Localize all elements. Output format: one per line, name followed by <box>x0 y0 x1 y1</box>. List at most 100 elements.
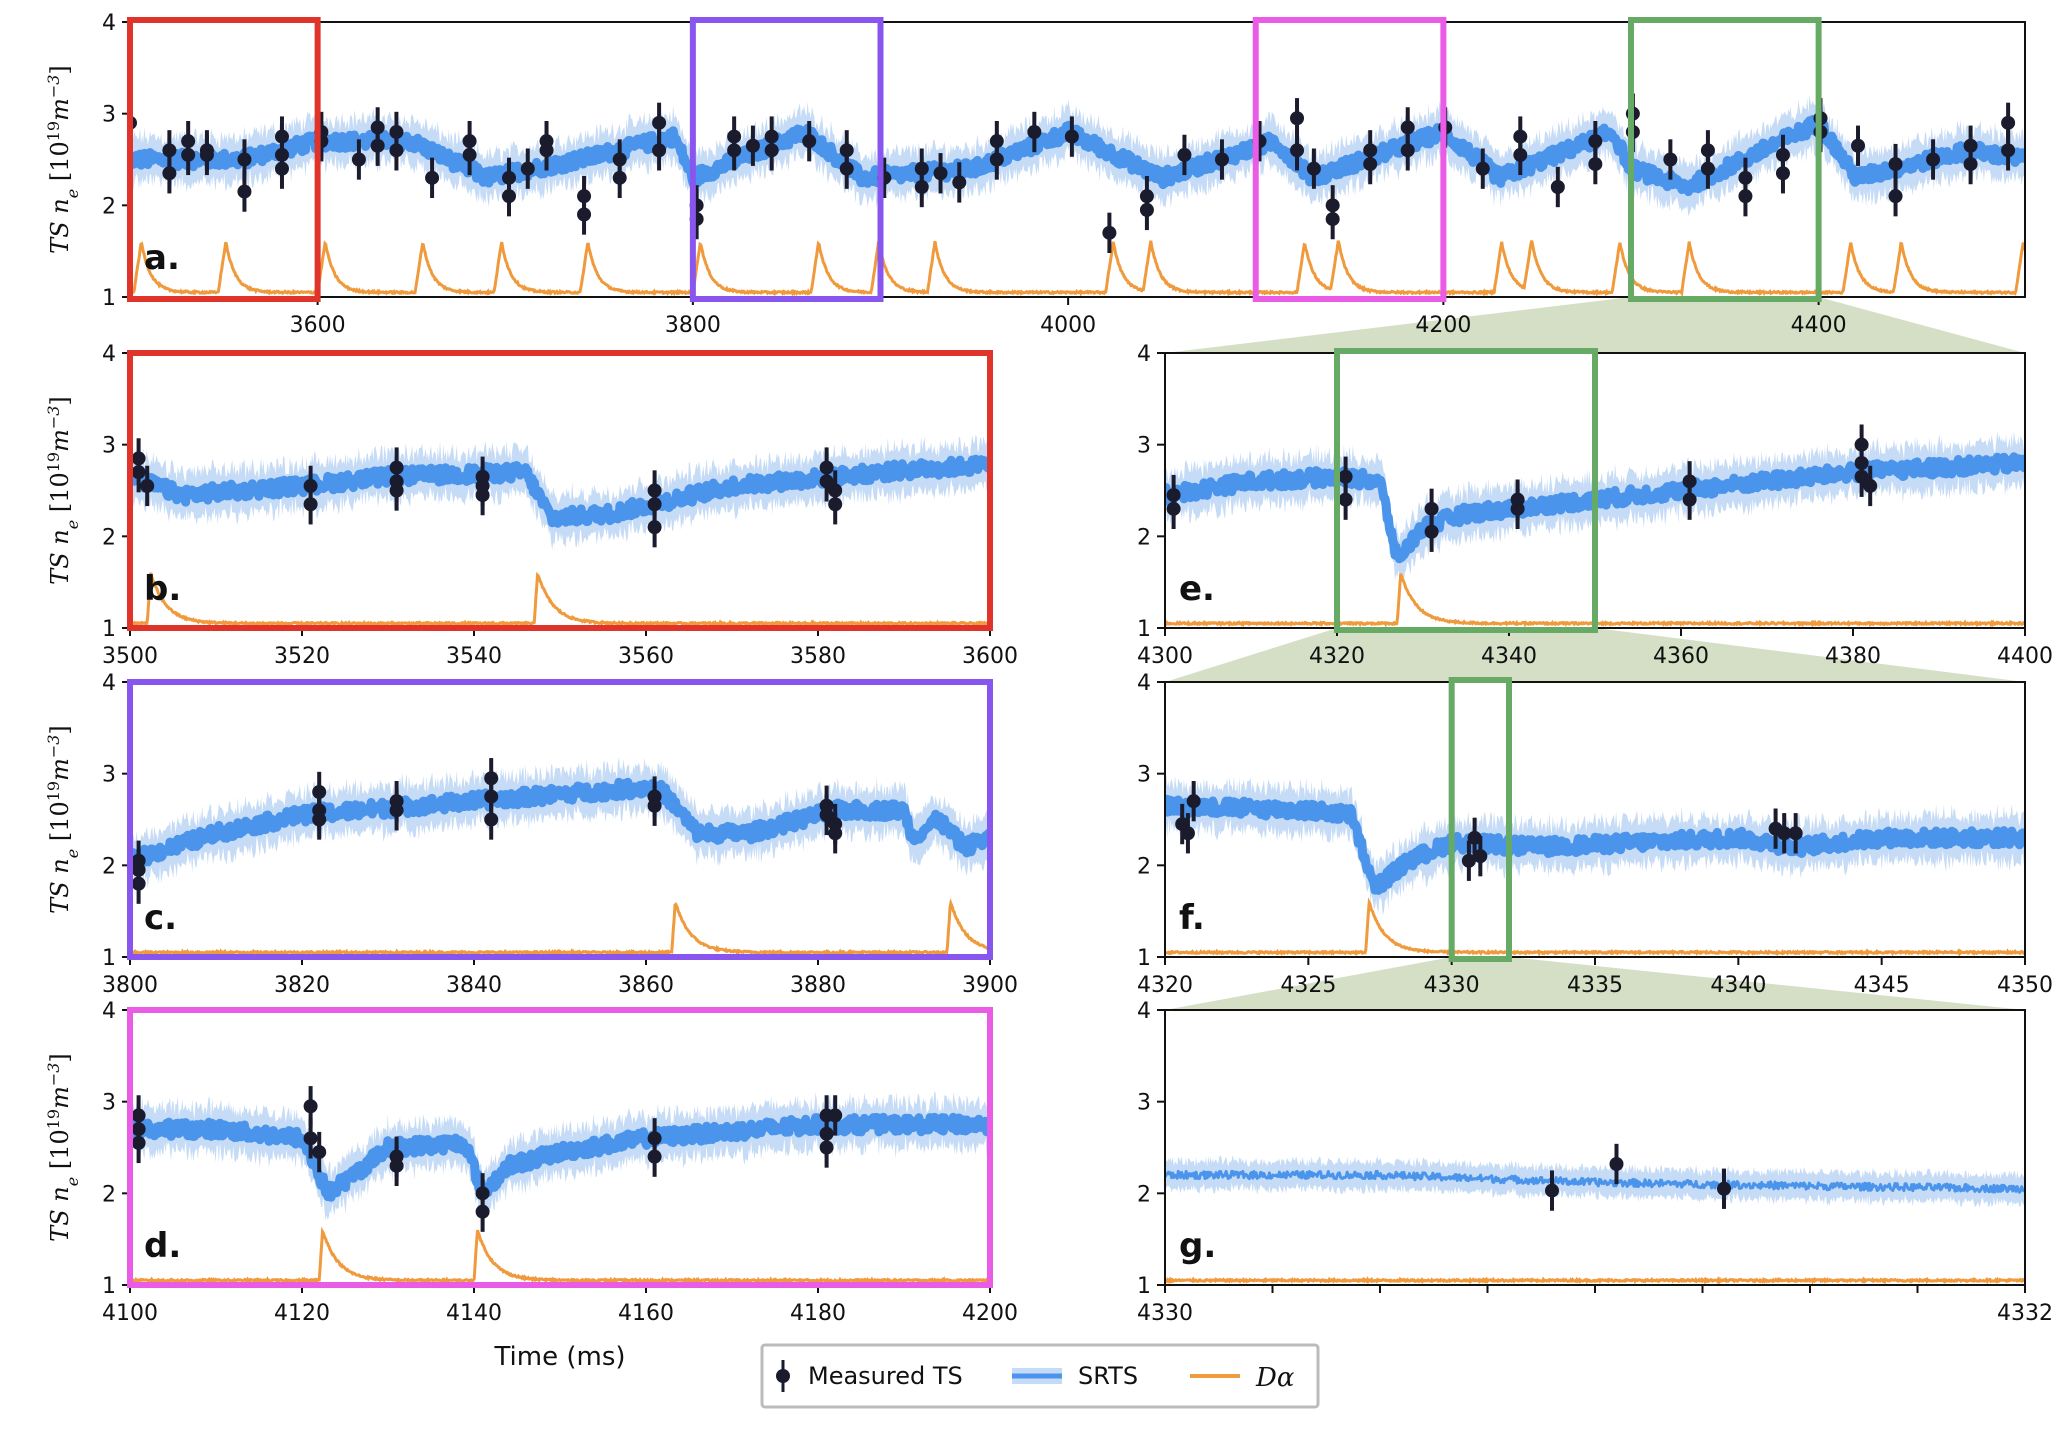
x-tick-label: 3600 <box>290 313 346 338</box>
x-tick-label: 4360 <box>1653 644 1709 669</box>
panel-label: g. <box>1179 1226 1216 1266</box>
dalpha-line <box>130 240 2025 297</box>
ts-point <box>389 143 404 158</box>
x-tick-label: 4180 <box>790 1301 846 1326</box>
ts-point <box>1290 143 1305 158</box>
panel-label: e. <box>1179 569 1215 609</box>
x-tick-label: 4300 <box>1137 644 1193 669</box>
ts-point <box>1888 157 1903 172</box>
panel-labels: a. b. c. d. e. f. g. <box>144 238 1216 1266</box>
x-tick-label: 4330 <box>1424 973 1480 998</box>
y-tick-label: 4 <box>1137 342 1151 367</box>
ts-point <box>1926 152 1941 167</box>
ts-point <box>389 803 404 818</box>
srts-line <box>1165 794 2025 895</box>
dalpha-line <box>1165 1275 2025 1285</box>
ts-point <box>1851 138 1866 153</box>
y-tick-label: 2 <box>102 194 116 219</box>
y-axis-label: TS ne [1019m−3] <box>44 1053 82 1242</box>
y-tick-label: 2 <box>1137 525 1151 550</box>
legend: Measured TS SRTS Dα <box>760 1343 1320 1409</box>
panel-d: 1 2 3 4 4100 4120 4140 4160 4180 4200 TS ne [1019m… <box>44 999 1019 1372</box>
ts-point <box>1963 157 1978 172</box>
ts-point <box>1700 161 1715 176</box>
ts-point <box>484 812 499 827</box>
dalpha-line <box>130 571 990 628</box>
srts-line <box>130 454 990 528</box>
y-tick-label: 4 <box>102 999 116 1024</box>
ts-point <box>828 1108 843 1123</box>
ts-point <box>140 478 155 493</box>
ts-point <box>1467 830 1482 845</box>
x-axis-label: Time (ms) <box>493 1342 625 1372</box>
y-tick-label: 4 <box>1137 999 1151 1024</box>
ts-point <box>1682 492 1697 507</box>
x-tick-label: 4320 <box>1309 644 1365 669</box>
legend-ts-label: Measured TS <box>808 1362 963 1390</box>
zoom-boxes <box>127 17 1822 1288</box>
ts-point <box>1338 469 1353 484</box>
ts-point <box>647 798 662 813</box>
y-tick-label: 4 <box>102 11 116 36</box>
zoom-connectors <box>1165 297 2025 1010</box>
ts-point <box>652 143 667 158</box>
x-tick-label: 4325 <box>1280 973 1336 998</box>
ts-point <box>237 152 252 167</box>
ts-point <box>1854 469 1869 484</box>
ts-point <box>577 207 592 222</box>
ts-point <box>1863 478 1878 493</box>
y-tick-label: 1 <box>102 1274 116 1299</box>
panel-label: c. <box>144 898 177 938</box>
plot-content <box>130 756 990 957</box>
plot-content <box>1165 1143 2025 1285</box>
plot-content <box>130 434 990 628</box>
y-tick-label: 3 <box>1137 434 1151 459</box>
ts-point <box>1139 202 1154 217</box>
ts-point <box>351 152 366 167</box>
dalpha-line <box>1165 897 2025 957</box>
x-tick-label: 4345 <box>1854 973 1910 998</box>
box-a-green <box>1627 17 1822 302</box>
x-tick-label: 4200 <box>1415 313 1471 338</box>
panel-label: a. <box>144 238 180 278</box>
plot-area <box>1165 1010 2025 1285</box>
x-tick-label: 4200 <box>962 1301 1018 1326</box>
ts-point <box>502 170 516 185</box>
x-tick-label: 4320 <box>1137 973 1193 998</box>
x-tick-label: 4350 <box>1997 973 2053 998</box>
ts-point <box>819 1140 834 1155</box>
ts-point <box>647 520 662 535</box>
ts-point <box>389 1158 404 1173</box>
ts-point <box>1166 501 1181 516</box>
ts-point <box>819 807 834 822</box>
panel-c: 1 2 3 4 3800 3820 3840 3860 3880 3900 TS ne [1019m… <box>44 671 1019 998</box>
ts-point <box>1424 501 1439 516</box>
ts-point <box>764 143 779 158</box>
ts-point <box>312 1145 327 1160</box>
y-tick-label: 4 <box>102 342 116 367</box>
panel-g: 1 2 3 4 4330 4332 <box>1137 999 2053 1326</box>
x-tick-label: 3540 <box>446 644 502 669</box>
dalpha-line <box>130 898 990 957</box>
x-tick-label: 4400 <box>1791 313 1847 338</box>
ts-point <box>989 152 1004 167</box>
ts-point <box>1424 524 1439 539</box>
ts-point <box>1325 212 1340 227</box>
y-tick-label: 1 <box>102 617 116 642</box>
ts-point <box>1545 1183 1559 1198</box>
y-tick-label: 1 <box>1137 617 1151 642</box>
ts-point <box>162 166 177 181</box>
y-tick-label: 4 <box>102 671 116 696</box>
x-tick-label: 4330 <box>1137 1301 1193 1326</box>
box-f-green <box>1448 677 1512 962</box>
zoom-connector-f <box>1165 628 2025 682</box>
ts-point <box>1550 180 1565 194</box>
ts-point <box>802 134 817 149</box>
plot-content <box>1165 773 2025 957</box>
ts-point <box>1177 147 1192 162</box>
plot-content <box>130 1086 990 1285</box>
legend-srts-label: SRTS <box>1078 1362 1138 1390</box>
x-tick-label: 3880 <box>790 973 846 998</box>
x-tick-label: 3900 <box>962 973 1018 998</box>
